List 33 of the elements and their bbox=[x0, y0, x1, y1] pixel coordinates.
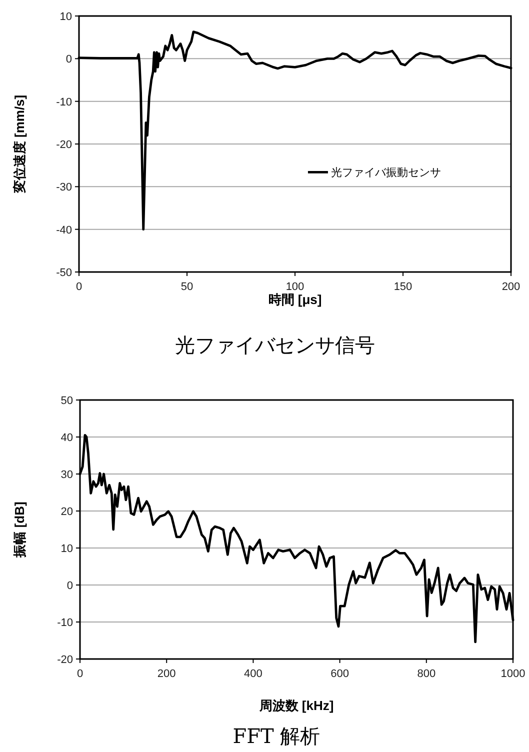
x-tick-label: 600 bbox=[330, 668, 349, 680]
y-tick-label: -30 bbox=[56, 182, 72, 194]
x-tick-label: 50 bbox=[180, 281, 194, 293]
y-axis-title: 振幅 [dB] bbox=[12, 502, 27, 558]
x-tick-label: 150 bbox=[394, 281, 412, 293]
text: 光ファイバセンサ信号 bbox=[175, 333, 375, 357]
x-tick-label: 400 bbox=[244, 668, 262, 680]
x-tick-label: 800 bbox=[417, 668, 436, 680]
y-tick-label: 10 bbox=[60, 543, 73, 555]
y-tick-label: 30 bbox=[60, 469, 73, 481]
y-tick-label: 0 bbox=[66, 580, 73, 592]
y-tick-label: -40 bbox=[56, 224, 72, 236]
x-tick-label: 200 bbox=[502, 281, 520, 293]
y-tick-label: -10 bbox=[57, 617, 73, 629]
y-tick-label: -50 bbox=[56, 267, 72, 279]
x-axis-title: 周波数 [kHz] bbox=[258, 698, 334, 713]
x-tick-label: 0 bbox=[76, 281, 82, 293]
text: FFT 解析 bbox=[232, 724, 320, 748]
y-tick-label: -20 bbox=[56, 139, 72, 151]
y-tick-label: 20 bbox=[60, 506, 73, 518]
x-axis-title: 時間 [μs] bbox=[268, 292, 322, 307]
x-tick-label: 100 bbox=[286, 281, 304, 293]
x-tick-label: 200 bbox=[157, 668, 176, 680]
y-tick-label: -10 bbox=[56, 96, 72, 108]
y-tick-label: 0 bbox=[66, 54, 72, 66]
y-tick-label: 10 bbox=[60, 11, 72, 23]
x-tick-label: 1000 bbox=[500, 668, 526, 680]
legend-label: 光ファイバ振動センサ bbox=[330, 166, 441, 180]
x-tick-label: 0 bbox=[76, 668, 84, 680]
y-tick-label: -20 bbox=[57, 654, 73, 666]
y-axis-title: 変位速度 [mm/s] bbox=[12, 94, 27, 194]
y-tick-label: 40 bbox=[60, 432, 73, 444]
y-tick-label: 50 bbox=[60, 395, 73, 407]
